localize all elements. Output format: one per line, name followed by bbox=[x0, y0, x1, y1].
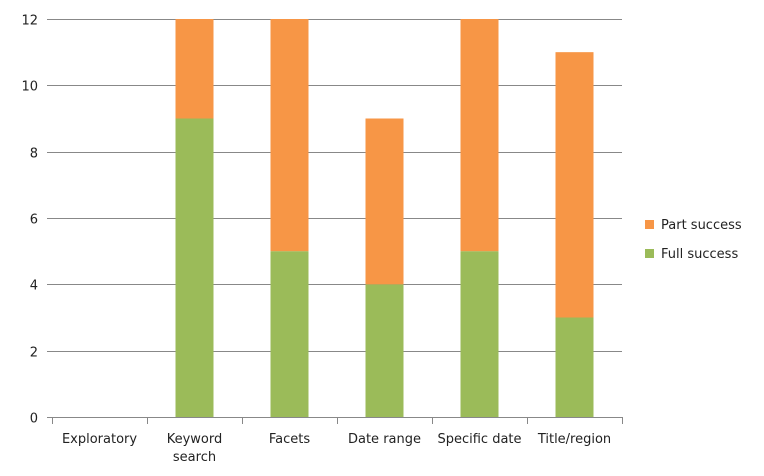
gridlines bbox=[52, 19, 622, 352]
y-tick-label: 10 bbox=[21, 80, 38, 95]
y-tick-label: 2 bbox=[30, 346, 38, 361]
legend-label: Part success bbox=[661, 218, 742, 233]
x-tick-label: Exploratory bbox=[62, 432, 137, 447]
x-tick-label: Specific date bbox=[437, 432, 521, 447]
legend: Part success Full success bbox=[645, 218, 742, 262]
axes: 0 2 4 6 8 10 12 Exploratory Keyword search Facets D… bbox=[21, 14, 623, 465]
bar-full-success bbox=[175, 118, 214, 417]
bar-part-success bbox=[175, 19, 214, 119]
legend-swatch bbox=[645, 249, 654, 258]
x-tick-label: Title/region bbox=[537, 432, 611, 447]
legend-label: Full success bbox=[661, 247, 738, 262]
x-tick-label: Date range bbox=[348, 432, 421, 447]
y-tick-label: 6 bbox=[30, 213, 38, 228]
bar-full-success bbox=[365, 284, 404, 417]
bar-part-success bbox=[460, 19, 499, 252]
bar-part-success bbox=[365, 118, 404, 285]
bar-part-success bbox=[555, 52, 594, 318]
x-tick-label: Keyword bbox=[167, 432, 223, 447]
bar-full-success bbox=[270, 251, 309, 417]
legend-swatch bbox=[645, 220, 654, 229]
bar-part-success bbox=[270, 19, 309, 252]
x-tick-label: Facets bbox=[269, 432, 310, 447]
y-tick-label: 12 bbox=[21, 14, 38, 29]
bar-full-success bbox=[555, 317, 594, 417]
y-tick-label: 0 bbox=[30, 412, 38, 427]
bars bbox=[175, 19, 594, 417]
x-tick-label: search bbox=[173, 450, 216, 465]
bar-full-success bbox=[460, 251, 499, 417]
y-tick-label: 8 bbox=[30, 147, 38, 162]
y-tick-label: 4 bbox=[30, 279, 38, 294]
